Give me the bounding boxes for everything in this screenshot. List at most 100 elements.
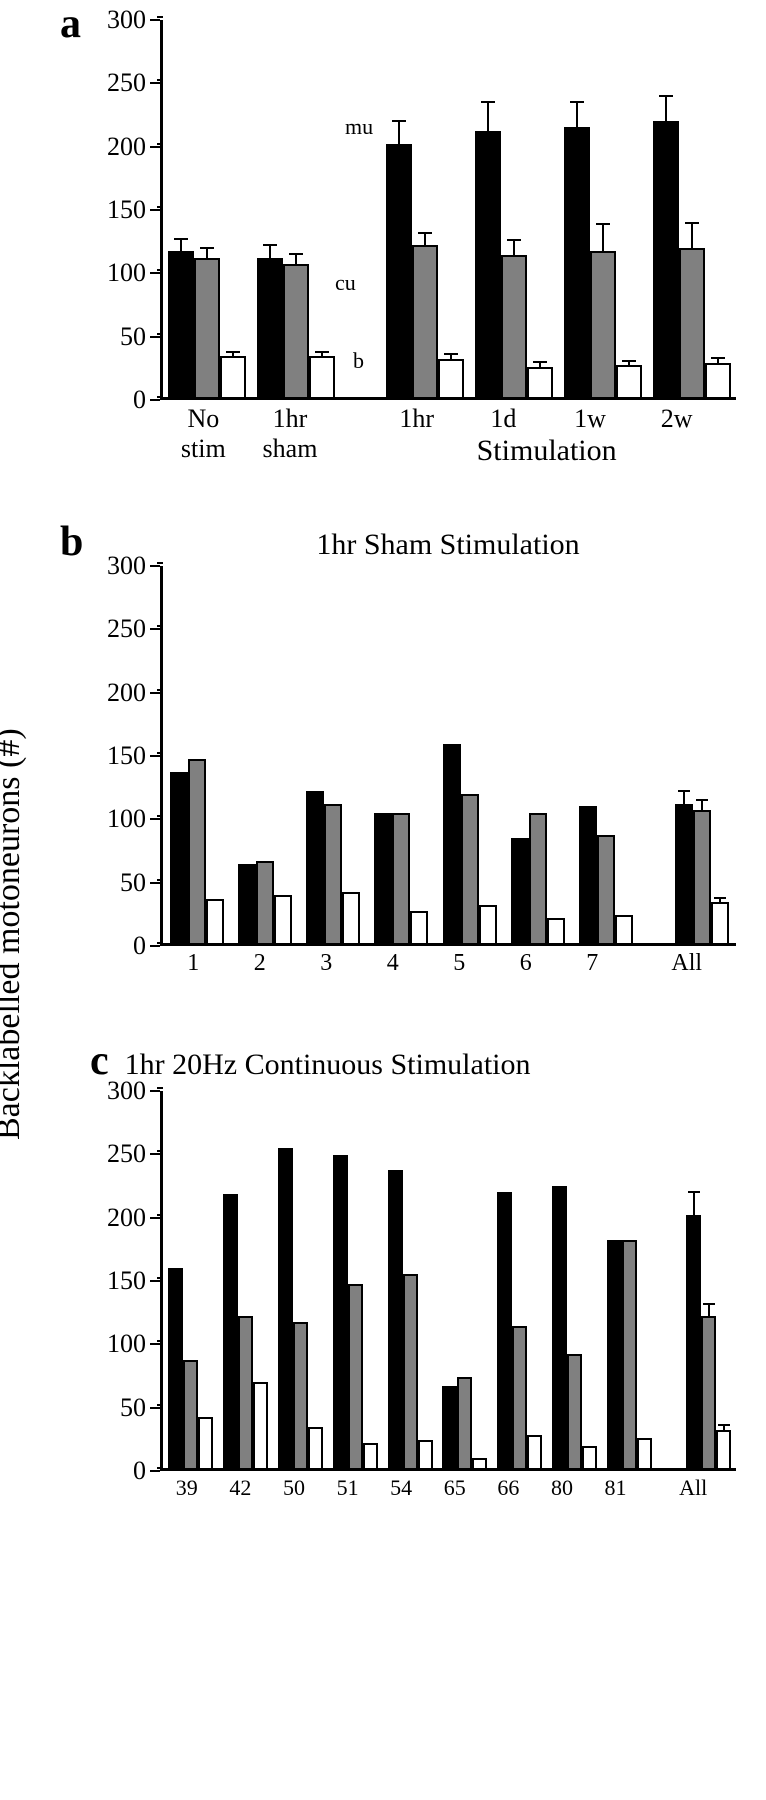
bar-b: [479, 905, 497, 943]
bar-b: [705, 363, 731, 397]
error-bar: [708, 1303, 710, 1318]
x-tick-label: 39: [160, 1475, 214, 1501]
x-tick-label: 65: [428, 1475, 482, 1501]
x-tick-label: 1hr: [373, 404, 460, 434]
y-tick-mark: [150, 565, 160, 567]
error-bar: [628, 360, 630, 368]
y-tick-label: 50: [120, 868, 146, 898]
x-tick-label: 80: [535, 1475, 589, 1501]
bar-cu: [567, 1354, 582, 1468]
error-bar: [269, 244, 271, 259]
bar-b: [615, 915, 633, 943]
y-tick-label: 300: [107, 5, 146, 35]
panel-letter-b: b: [60, 518, 83, 566]
bar-mu: [386, 144, 412, 397]
bar-mu: [374, 813, 392, 943]
bar-cu: [392, 813, 410, 943]
y-tick-label: 250: [107, 68, 146, 98]
error-bar: [321, 351, 323, 359]
bar-group: [681, 1215, 736, 1468]
panel-title-c: 1hr 20Hz Continuous Stimulation: [125, 1048, 531, 1082]
bar-mu: [170, 772, 188, 943]
y-tick-mark: [150, 818, 160, 820]
bars-a: [163, 20, 736, 397]
bar-cu: [238, 1316, 253, 1468]
bar-group: [381, 144, 470, 397]
bar-cu: [283, 264, 309, 397]
bar-mu: [686, 1215, 701, 1468]
chart-b: 050100150200250300: [90, 566, 736, 946]
error-bar: [539, 361, 541, 369]
bar-cu: [501, 255, 527, 397]
y-tick-label: 250: [107, 1139, 146, 1169]
bar-b: [527, 1435, 542, 1468]
bar-b: [637, 1438, 652, 1468]
y-tick-mark: [150, 1470, 160, 1472]
x-labels-c: 394250515465668081All: [160, 1475, 720, 1501]
x-tick-label: 81: [589, 1475, 643, 1501]
bar-cu: [348, 1284, 363, 1468]
y-tick-label: 150: [107, 1266, 146, 1296]
bar-mu: [168, 251, 194, 397]
bar-group: [668, 804, 736, 943]
y-tick-mark: [150, 146, 160, 148]
bar-b: [716, 1430, 731, 1468]
series-label-mu: mu: [345, 114, 373, 140]
y-tick-label: 200: [107, 132, 146, 162]
x-sublabels-a: stimsham Stimulation: [160, 434, 720, 468]
x-sublabel-stim: stim: [160, 434, 247, 468]
y-tick-mark: [150, 82, 160, 84]
y-tick-label: 100: [107, 804, 146, 834]
bar-b: [410, 911, 428, 943]
x-tick-label: 2w: [633, 404, 720, 434]
bar-cu: [293, 1322, 308, 1468]
bars-c: [163, 1091, 736, 1468]
bar-cu: [679, 248, 705, 397]
y-tick-label: 200: [107, 1203, 146, 1233]
bar-group: [163, 759, 231, 943]
error-bar: [450, 353, 452, 361]
bar-group: [367, 813, 435, 943]
bar-cu: [701, 1316, 716, 1468]
error-bar: [180, 238, 182, 253]
error-bar: [232, 351, 234, 359]
error-bar: [206, 247, 208, 260]
bar-group: [383, 1170, 438, 1468]
x-tick-label: 5: [426, 950, 493, 977]
y-tick-mark: [150, 1153, 160, 1155]
bar-group: [504, 813, 572, 943]
bar-group: [252, 258, 341, 397]
bar-mu: [552, 1186, 567, 1468]
y-tick-mark: [150, 1217, 160, 1219]
error-bar: [424, 232, 426, 247]
x-tick-label: 6: [493, 950, 560, 977]
bar-b: [418, 1440, 433, 1468]
y-tick-label: 100: [107, 258, 146, 288]
panel-b: b 1hr Sham Stimulation 05010015020025030…: [90, 528, 736, 977]
x-tick-label: 54: [374, 1475, 428, 1501]
bar-cu: [461, 794, 479, 943]
bar-cu: [622, 1240, 637, 1468]
x-sublabel-sham: sham: [247, 434, 334, 468]
bar-group: [572, 806, 640, 943]
bar-cu: [590, 251, 616, 397]
panel-title-b: 1hr Sham Stimulation: [160, 528, 736, 562]
bar-group: [299, 791, 367, 943]
x-tick-label: 51: [321, 1475, 375, 1501]
bar-group: [218, 1194, 273, 1468]
bar-mu: [675, 804, 693, 943]
bar-cu: [256, 861, 274, 943]
bar-cu: [194, 258, 220, 397]
bar-b: [308, 1427, 323, 1468]
error-bar: [717, 357, 719, 365]
bar-group: [328, 1155, 383, 1468]
x-sublabel-stimulation: Stimulation: [373, 434, 720, 468]
y-tick-mark: [150, 1343, 160, 1345]
series-label-cu: cu: [335, 270, 356, 296]
x-tick-label: 1d: [460, 404, 547, 434]
error-bar: [665, 95, 667, 123]
bar-b: [206, 899, 224, 943]
bar-group: [602, 1240, 657, 1468]
error-bar: [487, 101, 489, 133]
bar-cu: [183, 1360, 198, 1468]
